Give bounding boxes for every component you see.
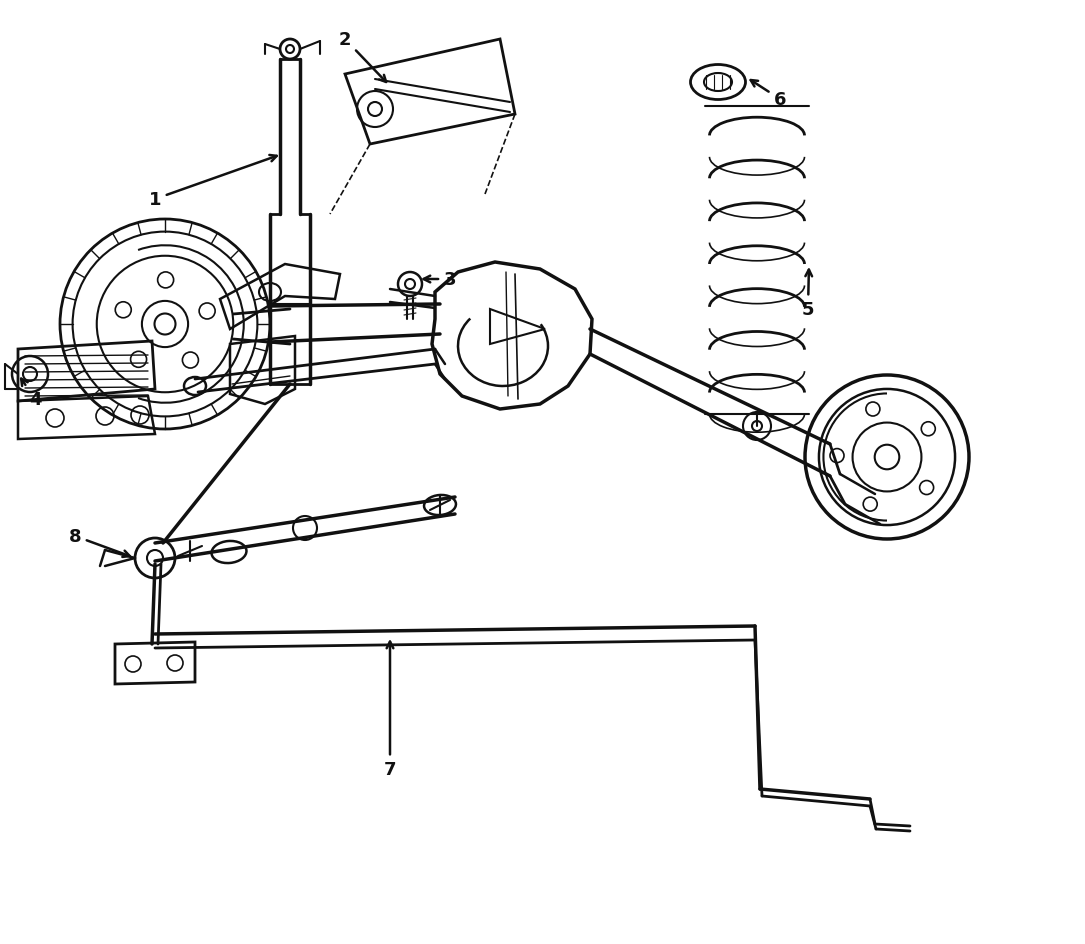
Text: 3: 3: [423, 271, 457, 289]
Text: 2: 2: [339, 31, 386, 83]
Text: 7: 7: [384, 642, 396, 778]
Text: 5: 5: [802, 270, 814, 319]
Text: 6: 6: [751, 81, 787, 109]
Text: 4: 4: [21, 379, 41, 409]
Text: 1: 1: [149, 156, 277, 209]
Text: 8: 8: [68, 528, 130, 557]
